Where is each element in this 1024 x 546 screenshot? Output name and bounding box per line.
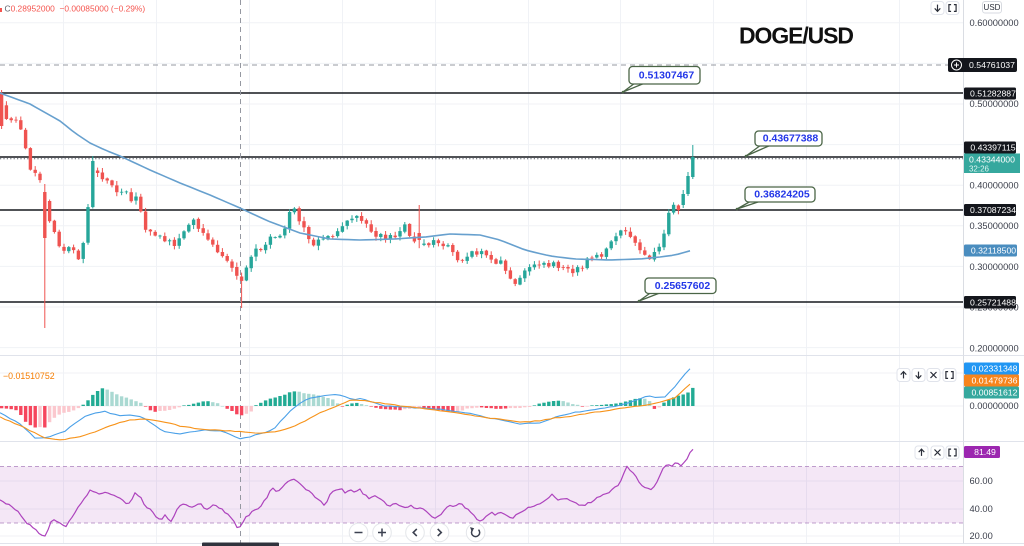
svg-text:0.00851612: 0.00851612 [972, 388, 1018, 398]
svg-text:0.00000000: 0.00000000 [970, 401, 1019, 411]
svg-text:0.43677388: 0.43677388 [763, 133, 819, 145]
svg-text:0.20000000: 0.20000000 [970, 344, 1019, 354]
svg-text:0.02331348: 0.02331348 [972, 364, 1018, 374]
svg-text:0.43344000: 0.43344000 [969, 154, 1015, 164]
svg-text:C0.28952000 −0.00085000 (−0.2: C0.28952000 −0.00085000 (−0.29%) [5, 4, 146, 14]
svg-text:81.49: 81.49 [974, 447, 996, 457]
svg-text:DOGE/USD: DOGE/USD [739, 23, 853, 49]
svg-text:0.43397115: 0.43397115 [970, 143, 1015, 153]
svg-text:0.30000000: 0.30000000 [970, 262, 1019, 272]
svg-text:0.36824205: 0.36824205 [754, 189, 810, 201]
svg-text:0.01479736: 0.01479736 [972, 376, 1018, 386]
svg-text:0.51282887: 0.51282887 [970, 89, 1016, 99]
svg-text:USD: USD [984, 3, 1001, 12]
svg-text:0.32118500: 0.32118500 [971, 246, 1016, 256]
svg-text:0.50000000: 0.50000000 [970, 99, 1019, 109]
svg-text:20.00: 20.00 [970, 531, 993, 541]
svg-text:0.54761037: 0.54761037 [969, 60, 1015, 70]
svg-text:0.37087234: 0.37087234 [970, 205, 1016, 215]
svg-text:0.51307467: 0.51307467 [639, 69, 695, 81]
svg-text:0.25721488: 0.25721488 [970, 297, 1016, 307]
svg-text:32:26: 32:26 [969, 164, 990, 173]
svg-text:0.60000000: 0.60000000 [970, 18, 1019, 28]
svg-text:0.35000000: 0.35000000 [970, 221, 1019, 231]
svg-text:60.00: 60.00 [970, 476, 993, 486]
svg-text:40.00: 40.00 [970, 504, 993, 514]
svg-text:0.25657602: 0.25657602 [655, 280, 711, 292]
svg-text:−0.01510752: −0.01510752 [3, 371, 55, 381]
svg-text:0.40000000: 0.40000000 [970, 181, 1019, 191]
